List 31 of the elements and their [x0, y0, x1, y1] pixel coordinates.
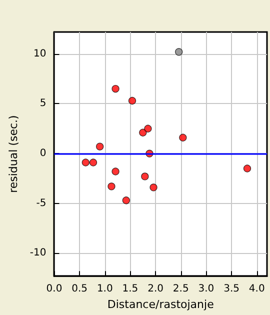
- x-tick-label: 1.0: [96, 284, 113, 295]
- point: [141, 172, 149, 180]
- x-tick-label: 0.0: [46, 284, 62, 295]
- x-tick-label: 0.5: [72, 284, 88, 295]
- point: [122, 196, 130, 204]
- y-tick-label: 5: [40, 98, 46, 110]
- y-tick-label: -5: [36, 198, 46, 209]
- x-tick-label: 4.0: [248, 284, 265, 295]
- y-tick-label: -10: [30, 248, 46, 259]
- point: [128, 96, 136, 105]
- point: [108, 182, 116, 190]
- x-tick-label: 3.0: [198, 284, 214, 295]
- y-tick-label: 10: [34, 48, 46, 60]
- point: [179, 134, 187, 142]
- point: [96, 142, 104, 150]
- point: [243, 164, 252, 172]
- x-tick-label: 2.5: [172, 284, 189, 295]
- point: [144, 124, 152, 132]
- point: [112, 168, 120, 176]
- x-axis-title: Distance/rastojanje: [107, 298, 214, 311]
- x-tick-label: 1.5: [122, 284, 138, 295]
- point: [139, 128, 147, 136]
- x-tick-label: 3.5: [224, 284, 240, 295]
- x-tick-label: 2.0: [148, 284, 164, 295]
- point: [82, 158, 90, 166]
- point: [175, 48, 183, 56]
- y-tick-label: 0: [40, 148, 46, 160]
- point: [112, 84, 120, 93]
- point: [89, 158, 98, 166]
- point: [150, 184, 158, 192]
- y-axis-title: residual (sec.): [7, 115, 20, 193]
